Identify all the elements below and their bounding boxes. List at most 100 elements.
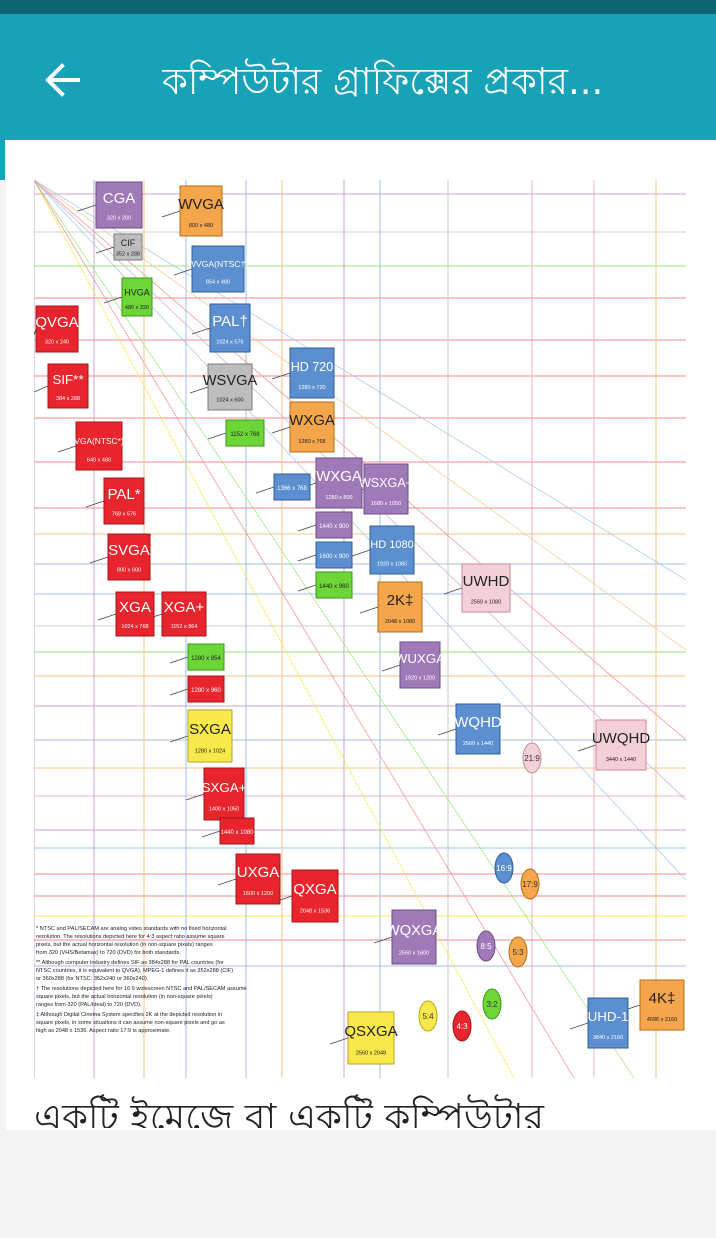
connector-line [191,327,211,335]
aspect-ratio-label: 4:3 [456,1022,468,1031]
scroll-indicator [0,140,5,180]
resolution-value: 1440 x 900 [319,524,349,530]
resolution-box-fill [115,591,155,637]
aspect-ratio-ray [34,180,686,581]
resolution-name: SVGA [108,542,150,559]
connector-line [103,296,123,304]
resolution-box-fill [315,541,353,569]
connector-line [271,426,291,434]
resolution-box-fill [587,997,629,1049]
resolution-value: 1920 x 1080 [377,561,407,567]
connector-line [329,1037,349,1045]
resolution-box-fill [377,581,423,633]
resolution-box-fill [95,181,143,229]
resolution-box-fill [161,591,207,637]
resolution-name: SXGA [189,721,231,738]
aspect-ratio-badge: 8:5 [476,930,496,962]
resolution-name: HD 720 [291,360,334,374]
resolution-box: 2K‡ 2048 x 1080 [377,581,423,633]
resolution-value: 1600 x 900 [319,554,349,560]
connector-line [443,587,463,595]
connector-line [297,554,317,562]
resolution-name: CIF [121,238,136,248]
resolution-name: 2K‡ [387,592,414,609]
resolution-value: 854 x 480 [206,280,230,286]
resolution-value: 800 x 600 [117,568,141,574]
aspect-ratio-badge: 4:3 [452,1010,472,1042]
aspect-ratio-badge: 5:3 [508,936,528,968]
resolution-box: WSXGA+ 1680 x 1050 [359,463,413,515]
resolution-value: 1440 x 960 [319,584,349,590]
connector-line [373,936,393,944]
back-button[interactable] [38,56,86,104]
connector-line [77,204,97,212]
resolution-box-fill [225,419,265,447]
connector-line [85,500,105,508]
aspect-ratio-circle [520,868,540,900]
resolution-name: SIF** [52,372,83,387]
resolution-box: 4K‡ 4096 x 2160 [639,979,685,1031]
resolution-box: UWHD 2560 x 1080 [461,563,511,613]
connector-line [297,524,317,532]
resolution-value: 1366 x 768 [277,486,307,492]
resolution-value: 1024 x 576 [216,339,243,345]
resolution-box-fill [75,421,123,471]
resolution-value: 2560 x 1600 [399,950,429,956]
resolution-box-fill [235,853,281,905]
aspect-ratio-badge: 21:9 [522,742,542,774]
resolution-box: PAL* 768 x 576 [103,477,145,525]
connector-line [169,656,189,664]
resolution-box-fill [289,347,335,399]
resolution-box: 1152 x 768 [225,419,265,447]
connector-line [161,210,181,218]
connector-line [57,445,77,453]
resolution-box-fill [369,525,415,575]
aspect-ratio-ray [34,180,686,651]
resolution-box-fill [273,473,311,501]
resolution-box: QSXGA 2560 x 2048 [344,1011,398,1065]
page-title: কম্পিউটার গ্রাফিক্সের প্রকার... [162,60,604,103]
resolution-box: 1600 x 900 [315,541,353,569]
resolution-name: WQXGA [386,923,442,939]
footnote-line: resolution. The resolutions depicted her… [36,934,225,940]
resolution-value: 1280 x 720 [298,385,325,391]
resolution-value: 640 x 480 [87,457,111,463]
connector-line [255,486,275,494]
connector-line [351,549,371,557]
resolution-box: WVGA(NTSC†) 854 x 480 [188,245,248,293]
resolution-diagram: CGA 320 x 200 CIF 352 x 288 HVGA 480 x 320 QVG… [34,180,686,1078]
resolution-box: HD 1080 1920 x 1080 [369,525,415,575]
resolution-box: WXGA 1280 x 768 [289,401,335,453]
aspect-ratio-badge: 3:2 [482,988,502,1020]
resolution-value: 1400 x 1050 [209,807,239,813]
resolution-value: 1152 x 864 [171,624,198,630]
resolution-value: 2560 x 2048 [356,1051,386,1057]
resolution-name: PAL† [212,313,248,330]
resolution-box-fill [289,401,335,453]
connector-line [217,878,237,886]
resolution-box: HD 720 1280 x 720 [289,347,335,399]
connector-line [89,556,109,564]
resolution-value: 320 x 200 [107,216,131,222]
resolution-box: WQHD 2560 x 1440 [454,703,502,755]
resolution-box-fill [113,233,143,261]
connector-line [173,268,193,276]
resolution-box-fill [103,477,145,525]
resolution-box: XGA+ 1152 x 864 [161,591,207,637]
resolution-box: QVGA 320 x 240 [35,305,79,353]
resolution-name: UWQHD [592,730,650,747]
aspect-ratio-ray [34,180,635,1078]
resolution-box-fill [47,363,89,409]
resolution-box-fill [187,709,233,763]
resolution-box: PAL† 1024 x 576 [209,303,251,353]
resolution-box-fill [187,675,225,703]
resolution-name: UHD-1 [588,1009,629,1024]
resolution-box-fill [191,245,245,293]
connector-line [359,606,379,614]
aspect-ratio-circle [508,936,528,968]
resolution-box-fill [107,533,151,581]
resolution-box: 1280 x 960 [187,675,225,703]
caption-area: একটি ইমেজে বা একটি কম্পিউটার [6,1078,716,1128]
resolution-name: VGA(NTSC*) [74,436,123,446]
connector-line [169,688,189,696]
